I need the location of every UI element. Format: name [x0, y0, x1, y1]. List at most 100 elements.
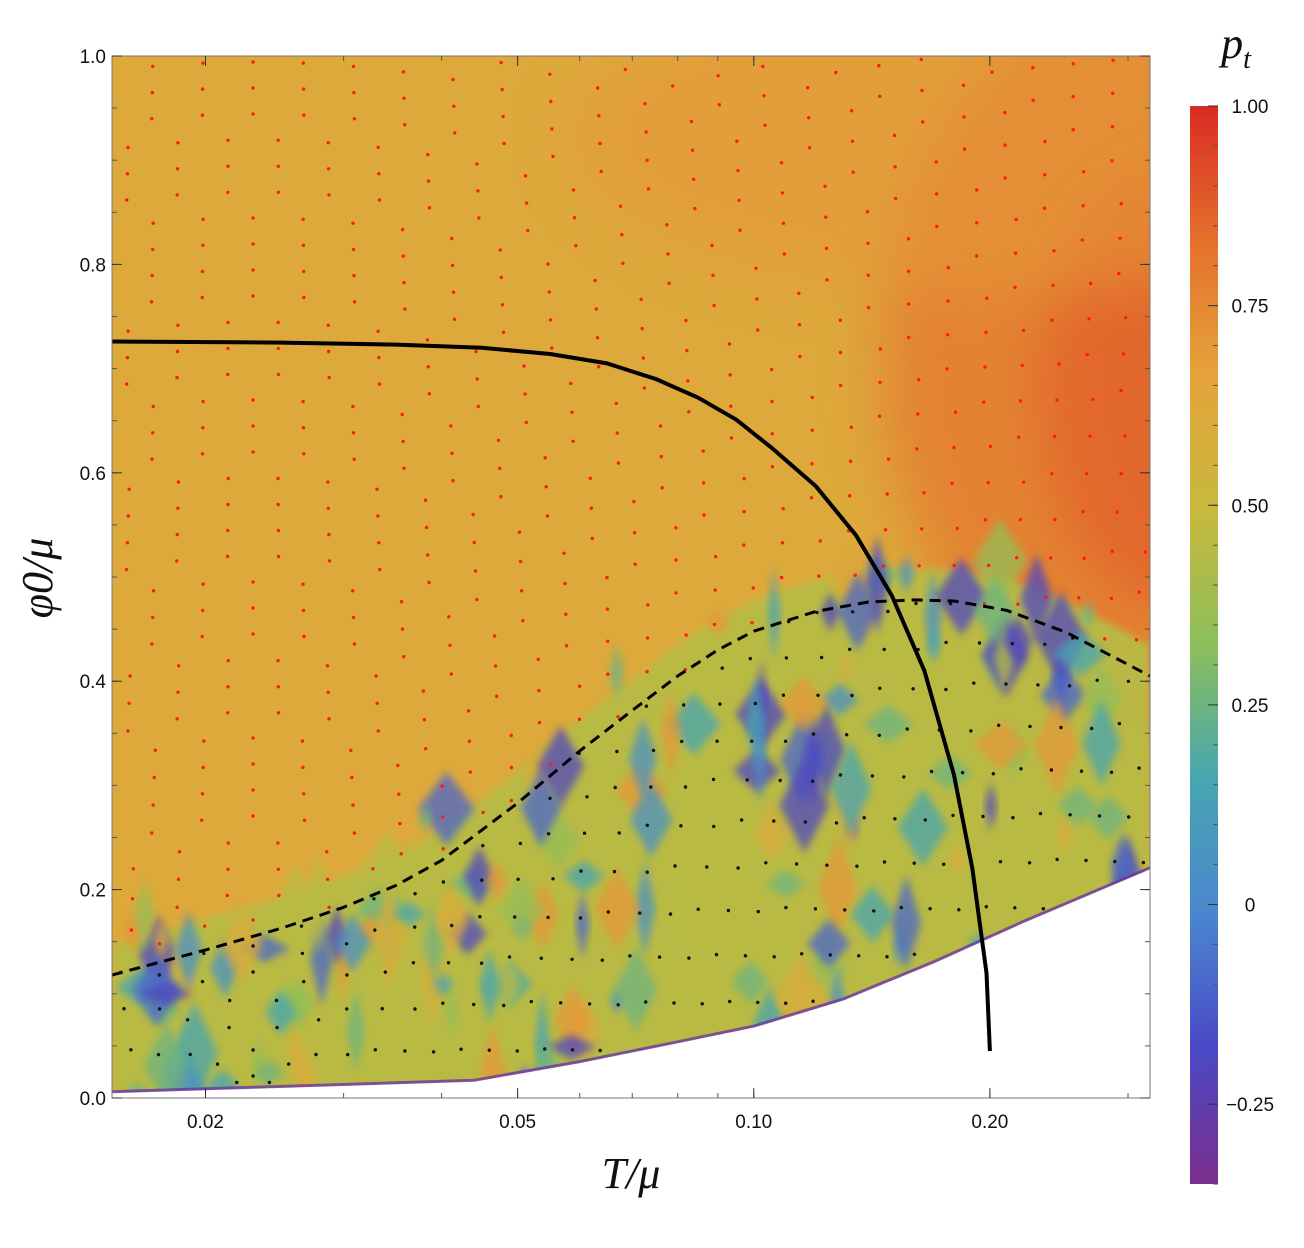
sample-point — [915, 447, 919, 451]
sample-point — [200, 818, 204, 822]
noise-patch — [418, 771, 475, 847]
noise-patch — [863, 705, 914, 744]
sample-point — [1111, 58, 1115, 62]
sample-point — [548, 72, 552, 77]
sample-point — [713, 588, 717, 592]
sample-point — [451, 479, 455, 483]
sample-point — [886, 609, 890, 614]
sample-point — [984, 330, 988, 335]
sample-point — [1091, 397, 1095, 401]
sample-point — [781, 507, 785, 511]
sample-point — [150, 117, 154, 121]
sample-point — [201, 426, 205, 430]
sample-point — [906, 237, 911, 241]
noise-patch — [418, 802, 433, 835]
sample-point — [606, 639, 610, 643]
noise-patch — [974, 720, 1029, 770]
sample-point — [226, 502, 230, 507]
sample-point — [1137, 766, 1141, 770]
sample-point — [452, 317, 457, 321]
sample-point — [200, 269, 205, 274]
sample-point — [645, 636, 650, 640]
sample-point — [251, 60, 255, 64]
sample-point — [689, 119, 694, 124]
sample-point — [326, 506, 330, 510]
sample-point — [425, 338, 430, 342]
sample-point — [1117, 721, 1122, 726]
sample-point — [276, 685, 280, 689]
sample-point — [645, 870, 649, 874]
sample-point — [1003, 110, 1007, 115]
sample-point — [376, 729, 380, 733]
sample-point — [251, 424, 255, 428]
sample-point — [770, 399, 774, 404]
sample-point — [400, 412, 404, 417]
sample-point — [413, 925, 417, 929]
sample-point — [551, 154, 555, 159]
sample-point — [326, 690, 330, 694]
sample-point — [175, 167, 180, 171]
sample-point — [1050, 318, 1054, 322]
noise-patch — [820, 683, 860, 716]
noise-patch — [754, 804, 791, 863]
sample-point — [570, 957, 574, 961]
sample-point — [797, 323, 802, 327]
sample-point — [1095, 678, 1099, 682]
sample-point — [426, 365, 430, 369]
noise-patch — [660, 689, 682, 779]
sample-point — [582, 831, 587, 835]
noise-patch — [245, 981, 280, 1007]
sample-point — [543, 1047, 547, 1051]
sample-point — [251, 788, 255, 792]
sample-point — [729, 436, 734, 440]
field-upper-warm — [570, 56, 1150, 296]
noise-patch — [485, 859, 508, 904]
sample-point — [1110, 125, 1115, 129]
sample-point — [621, 261, 625, 265]
colorbar-tick-label: −0.25 — [1226, 1095, 1274, 1116]
sample-point — [690, 148, 695, 152]
sample-point — [275, 1025, 279, 1030]
sample-point — [934, 192, 939, 196]
sample-point — [351, 64, 356, 69]
sample-point — [585, 795, 589, 799]
noise-patch — [609, 987, 625, 1015]
sample-point — [522, 364, 526, 368]
sample-point — [545, 514, 550, 518]
sample-point — [375, 487, 379, 491]
sample-point — [742, 509, 746, 514]
sample-point — [713, 554, 718, 559]
sample-point — [815, 610, 819, 615]
sample-point — [301, 217, 305, 221]
sample-point — [685, 348, 689, 353]
sample-point — [712, 303, 716, 308]
noise-patch — [1087, 795, 1130, 841]
sample-point — [769, 367, 774, 372]
sample-point — [779, 575, 784, 580]
sample-point — [872, 909, 876, 913]
sample-point — [797, 291, 801, 295]
sample-point — [750, 621, 754, 625]
sample-point — [632, 499, 636, 504]
sample-point — [516, 877, 520, 881]
sample-point — [1071, 94, 1075, 99]
sample-point — [824, 215, 828, 219]
sample-point — [251, 918, 255, 922]
sample-point — [905, 727, 909, 731]
sample-point — [376, 329, 380, 333]
sample-point — [920, 527, 924, 531]
sample-point — [614, 401, 618, 406]
sample-point — [763, 123, 767, 128]
sample-point — [563, 581, 567, 586]
sample-point — [176, 506, 180, 510]
sample-point — [711, 273, 715, 277]
noise-patch — [667, 692, 721, 756]
sample-point — [398, 821, 402, 826]
sample-point — [380, 1007, 384, 1011]
sample-point — [551, 877, 555, 881]
sample-point — [781, 221, 786, 225]
noise-patch — [444, 984, 460, 1039]
noise-patch — [448, 912, 488, 955]
sample-point — [772, 819, 776, 823]
sample-point — [1050, 472, 1054, 476]
